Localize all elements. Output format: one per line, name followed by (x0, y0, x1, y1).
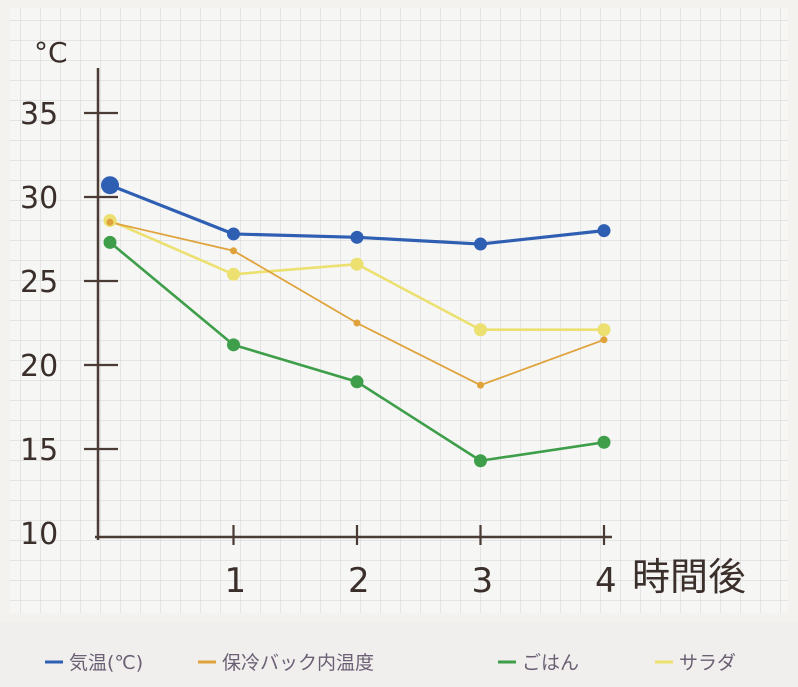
data-point-series-3 (350, 257, 364, 271)
data-point-series-0 (227, 227, 240, 241)
data-point-series-0 (101, 176, 119, 195)
data-point-series-2 (227, 338, 240, 352)
legend: 気温(℃) 保冷バック内温度 ごはん サラダ (45, 652, 736, 674)
graph-paper-grid (10, 8, 788, 613)
data-point-series-3 (474, 323, 487, 337)
y-tick-label: 35 (20, 97, 58, 132)
data-point-series-2 (350, 375, 364, 389)
data-point-series-0 (597, 224, 611, 238)
y-tick-label: 10 (20, 517, 58, 552)
legend-label-0: 気温(℃) (69, 652, 143, 674)
legend-label-1: 保冷バック内温度 (222, 652, 374, 674)
y-tick-label: 25 (20, 265, 58, 300)
x-tick-label: 4 (595, 561, 617, 601)
data-point-series-0 (474, 237, 487, 251)
data-point-series-2 (597, 435, 611, 449)
y-axis-unit: °C (34, 36, 68, 69)
data-point-series-0 (350, 230, 364, 244)
x-tick-label: 1 (225, 561, 247, 601)
data-point-series-1 (230, 247, 237, 255)
x-tick-label: 3 (472, 561, 494, 601)
legend-strip (0, 622, 798, 687)
data-point-series-1 (477, 381, 484, 389)
data-point-series-2 (103, 235, 117, 249)
x-tick-label: 2 (348, 561, 370, 601)
y-tick-label: 30 (20, 181, 58, 216)
data-point-series-1 (353, 319, 361, 327)
data-point-series-3 (227, 267, 240, 281)
data-point-series-2 (474, 454, 487, 468)
y-tick-label: 20 (20, 349, 58, 384)
legend-label-3: サラダ (679, 652, 736, 674)
y-tick-label: 15 (20, 433, 58, 468)
legend-label-2: ごはん (522, 652, 579, 674)
data-point-series-1 (600, 336, 608, 344)
x-axis-label: 時間後 (632, 555, 746, 599)
data-point-series-1 (106, 218, 114, 226)
data-point-series-3 (597, 323, 611, 337)
